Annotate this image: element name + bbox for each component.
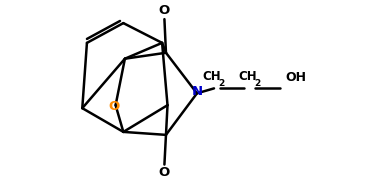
Text: CH: CH xyxy=(238,70,257,83)
Text: OH: OH xyxy=(285,71,306,84)
Text: CH: CH xyxy=(203,70,222,83)
Text: 2: 2 xyxy=(254,79,260,88)
Text: O: O xyxy=(159,4,170,17)
Text: O: O xyxy=(108,100,119,113)
Text: 2: 2 xyxy=(218,79,225,88)
Text: O: O xyxy=(159,166,170,180)
Text: N: N xyxy=(192,85,203,98)
